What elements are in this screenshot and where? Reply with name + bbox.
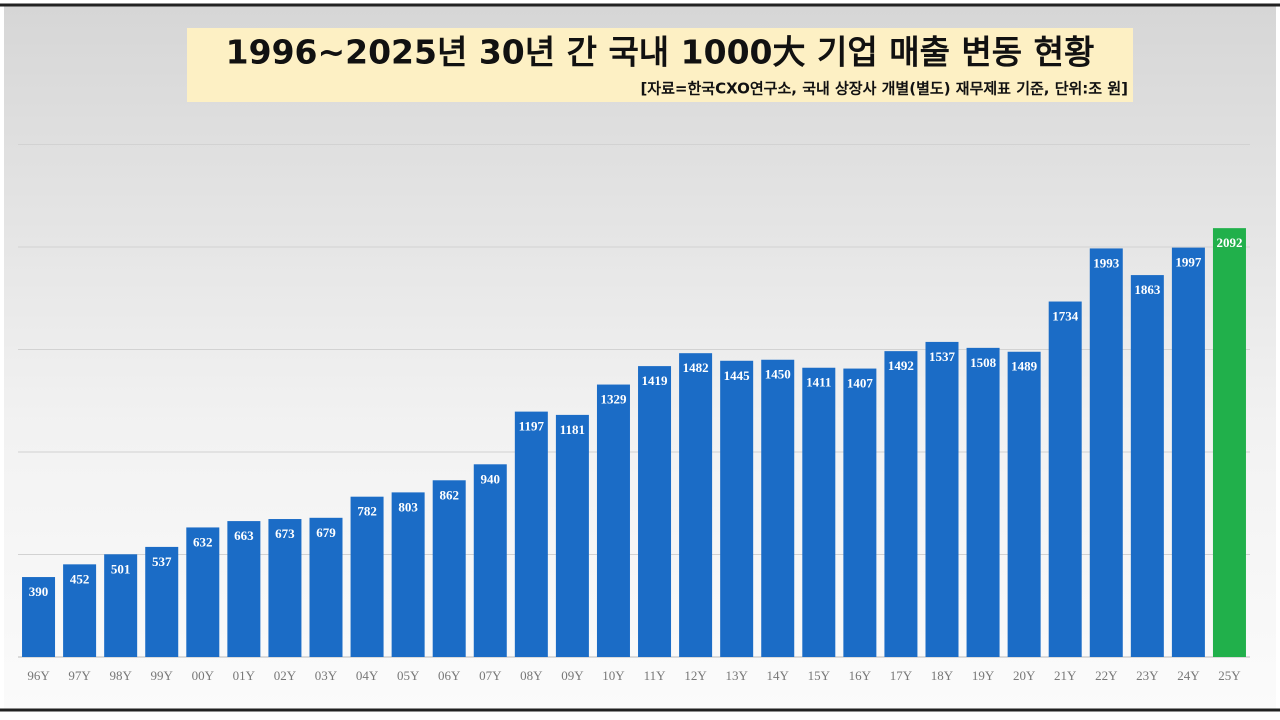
bar [966, 347, 1000, 657]
value-label: 2092 [1216, 235, 1242, 250]
bar [884, 351, 918, 657]
bar [1130, 275, 1164, 657]
x-tick-label: 21Y [1054, 668, 1077, 683]
value-label: 1993 [1093, 255, 1120, 270]
value-label: 1450 [765, 367, 791, 382]
value-label: 862 [439, 487, 459, 502]
value-label: 1445 [724, 368, 751, 383]
bar [843, 368, 877, 657]
value-label: 452 [70, 571, 90, 586]
value-label: 1411 [806, 375, 831, 390]
chart-title: 1996~2025년 30년 간 국내 1000大 기업 매출 변동 현황 [226, 33, 1095, 72]
x-tick-label: 16Y [849, 668, 872, 683]
value-label: 1419 [642, 373, 669, 388]
bar [268, 519, 302, 657]
bar [761, 359, 795, 657]
x-tick-label: 17Y [890, 668, 913, 683]
bar [1048, 301, 1082, 657]
x-tick-label: 96Y [27, 668, 50, 683]
bar [1171, 247, 1205, 658]
x-tick-label: 03Y [315, 668, 338, 683]
x-tick-label: 10Y [602, 668, 625, 683]
bar [104, 554, 138, 657]
x-tick-label: 13Y [725, 668, 748, 683]
value-label: 537 [152, 554, 172, 569]
x-tick-label: 06Y [438, 668, 461, 683]
x-tick-label: 09Y [561, 668, 584, 683]
value-label: 1863 [1134, 282, 1161, 297]
bar [473, 464, 507, 657]
bar [432, 480, 466, 657]
value-label: 1537 [929, 349, 956, 364]
bar [514, 411, 548, 657]
x-tick-label: 00Y [192, 668, 215, 683]
x-tick-label: 99Y [151, 668, 174, 683]
x-tick-label: 01Y [233, 668, 256, 683]
bar [22, 577, 56, 657]
title-box [187, 28, 1133, 102]
x-tick-label: 25Y [1218, 668, 1241, 683]
bar [309, 517, 343, 657]
value-label: 1407 [847, 376, 874, 391]
bar [596, 384, 630, 657]
value-label: 501 [111, 561, 131, 576]
x-tick-label: 15Y [808, 668, 831, 683]
bar [802, 367, 836, 657]
value-label: 782 [357, 504, 377, 519]
bar [391, 492, 425, 657]
value-label: 1492 [888, 358, 914, 373]
bar [720, 360, 754, 657]
x-tick-label: 23Y [1136, 668, 1159, 683]
bar [555, 414, 589, 657]
x-tick-label: 07Y [479, 668, 502, 683]
bar [186, 527, 220, 657]
value-label: 1508 [970, 355, 997, 370]
x-tick-label: 05Y [397, 668, 420, 683]
bar [1089, 248, 1123, 657]
value-label: 390 [29, 584, 49, 599]
value-label: 940 [481, 471, 501, 486]
x-tick-label: 02Y [274, 668, 297, 683]
bar [925, 341, 959, 657]
x-tick-label: 22Y [1095, 668, 1118, 683]
value-label: 1734 [1052, 309, 1079, 324]
bar [638, 366, 672, 657]
value-label: 1489 [1011, 359, 1038, 374]
value-label: 1329 [600, 392, 627, 407]
x-tick-label: 08Y [520, 668, 543, 683]
value-label: 632 [193, 534, 213, 549]
x-tick-label: 19Y [972, 668, 995, 683]
x-tick-label: 24Y [1177, 668, 1200, 683]
bar [227, 521, 261, 657]
bar [1212, 228, 1246, 657]
bar [679, 353, 713, 657]
value-label: 803 [398, 499, 418, 514]
x-tick-label: 12Y [684, 668, 707, 683]
value-label: 663 [234, 528, 254, 543]
x-tick-label: 20Y [1013, 668, 1036, 683]
x-tick-label: 97Y [68, 668, 91, 683]
x-tick-label: 14Y [767, 668, 790, 683]
bar [63, 564, 97, 657]
value-label: 673 [275, 526, 295, 541]
bar [145, 546, 179, 657]
x-tick-label: 11Y [644, 668, 667, 683]
value-label: 1997 [1175, 255, 1202, 270]
x-tick-label: 98Y [109, 668, 132, 683]
x-tick-label: 04Y [356, 668, 379, 683]
chart-subtitle: [자료=한국CXO연구소, 국내 상장사 개별(별도) 재무제표 기준, 단위:… [640, 80, 1128, 98]
value-label: 679 [316, 525, 336, 540]
value-label: 1181 [560, 422, 585, 437]
bar [350, 496, 384, 657]
value-label: 1197 [519, 419, 545, 434]
x-tick-label: 18Y [931, 668, 954, 683]
value-label: 1482 [683, 360, 709, 375]
bar [1007, 351, 1041, 657]
